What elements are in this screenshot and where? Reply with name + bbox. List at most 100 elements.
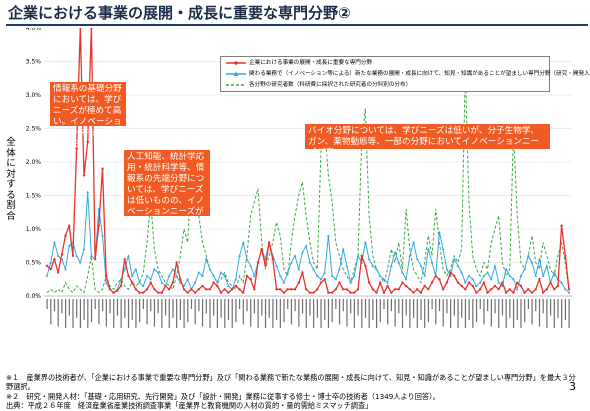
data-point xyxy=(438,278,441,281)
data-point xyxy=(308,291,312,294)
x-category-label-mark xyxy=(435,299,437,325)
data-point xyxy=(501,281,504,284)
data-point xyxy=(142,291,145,294)
data-point xyxy=(493,284,497,288)
y-tick-label: 1.5% xyxy=(26,193,42,200)
x-category-label-mark xyxy=(153,299,156,327)
data-point xyxy=(79,28,82,30)
data-point xyxy=(134,267,138,271)
data-point xyxy=(286,288,289,291)
data-point xyxy=(234,284,238,288)
data-point xyxy=(171,267,175,271)
data-point xyxy=(467,281,471,284)
x-category-label-mark xyxy=(383,299,385,309)
data-point xyxy=(82,247,86,251)
x-category-label-mark xyxy=(290,299,293,325)
x-category-label-mark xyxy=(183,299,185,328)
x-category-label-mark xyxy=(131,299,133,320)
data-point xyxy=(197,288,200,291)
data-point xyxy=(367,257,371,261)
x-category-label-mark xyxy=(283,299,285,323)
data-point xyxy=(260,247,263,251)
x-category-label-mark xyxy=(398,299,400,314)
data-point xyxy=(482,274,486,277)
data-point xyxy=(541,274,545,277)
data-point xyxy=(386,281,389,284)
data-point xyxy=(90,254,93,257)
data-point xyxy=(282,281,286,284)
data-point xyxy=(149,281,152,284)
data-point xyxy=(279,288,282,291)
data-point xyxy=(416,288,419,291)
data-point xyxy=(267,241,271,244)
data-point xyxy=(167,288,171,291)
data-point xyxy=(238,254,241,257)
data-point xyxy=(338,281,341,284)
data-point xyxy=(193,281,197,284)
data-point xyxy=(371,288,374,291)
data-point xyxy=(175,261,178,264)
data-point xyxy=(500,284,504,287)
data-point xyxy=(508,274,512,277)
x-category-label-mark xyxy=(498,299,500,328)
data-point xyxy=(275,264,278,267)
legend-label-series3: 各分野の研究者数（科研費に採択された研究者の分科別の分布） xyxy=(249,82,412,88)
x-category-label-mark xyxy=(205,299,207,314)
x-category-label-mark xyxy=(146,299,148,325)
data-point xyxy=(219,271,223,274)
line-chart: 0.0% 0.5% 1.0% 1.5% 2.0% 2.5% 3.0% 3.5% 4.0% xyxy=(26,28,572,328)
data-point xyxy=(467,274,471,277)
data-point xyxy=(401,281,404,284)
data-point xyxy=(427,288,430,291)
data-point xyxy=(160,291,163,294)
data-point xyxy=(116,289,119,292)
x-category-label-mark xyxy=(542,299,544,314)
data-point xyxy=(412,240,415,244)
x-category-label-mark xyxy=(109,299,111,314)
x-category-label-mark xyxy=(438,299,441,312)
y-axis-label: 全体に対する割合 xyxy=(6,137,16,222)
x-category-label-mark xyxy=(161,299,163,328)
data-point xyxy=(389,264,393,267)
data-point xyxy=(323,271,327,274)
data-point xyxy=(567,291,571,294)
x-category-label-mark xyxy=(413,299,415,318)
data-point xyxy=(316,288,319,291)
x-category-label-mark xyxy=(387,299,389,325)
data-point xyxy=(530,291,534,294)
data-point xyxy=(415,257,419,261)
x-category-label-mark xyxy=(405,299,407,316)
x-category-label-mark xyxy=(424,299,426,328)
data-point xyxy=(504,267,508,271)
x-category-label-mark xyxy=(253,299,256,314)
data-point xyxy=(556,284,560,288)
data-point xyxy=(552,271,556,274)
data-point xyxy=(445,267,449,271)
data-point xyxy=(86,190,90,194)
data-point xyxy=(560,224,563,227)
legend-swatch-green xyxy=(226,84,246,86)
data-point xyxy=(349,291,352,294)
data-point xyxy=(101,167,104,170)
data-point xyxy=(364,264,367,268)
x-category-label-mark xyxy=(316,299,318,318)
x-category-label-mark xyxy=(457,299,459,328)
data-point xyxy=(219,291,223,294)
data-point xyxy=(515,281,519,284)
data-point xyxy=(330,291,334,294)
data-point xyxy=(56,271,60,274)
x-category-label-mark xyxy=(479,299,481,309)
x-category-label-mark xyxy=(390,299,392,312)
data-point xyxy=(152,267,156,271)
x-category-label-mark xyxy=(142,299,144,309)
y-tick-label: 3.0% xyxy=(26,92,42,99)
series-red-line xyxy=(46,28,570,295)
data-point xyxy=(60,253,64,256)
data-point xyxy=(345,288,349,291)
x-category-label-mark xyxy=(261,299,263,316)
x-category-label-mark xyxy=(538,299,541,327)
data-point xyxy=(216,284,219,288)
data-point xyxy=(212,274,215,277)
data-point xyxy=(378,274,382,277)
x-category-label-mark xyxy=(250,299,252,327)
